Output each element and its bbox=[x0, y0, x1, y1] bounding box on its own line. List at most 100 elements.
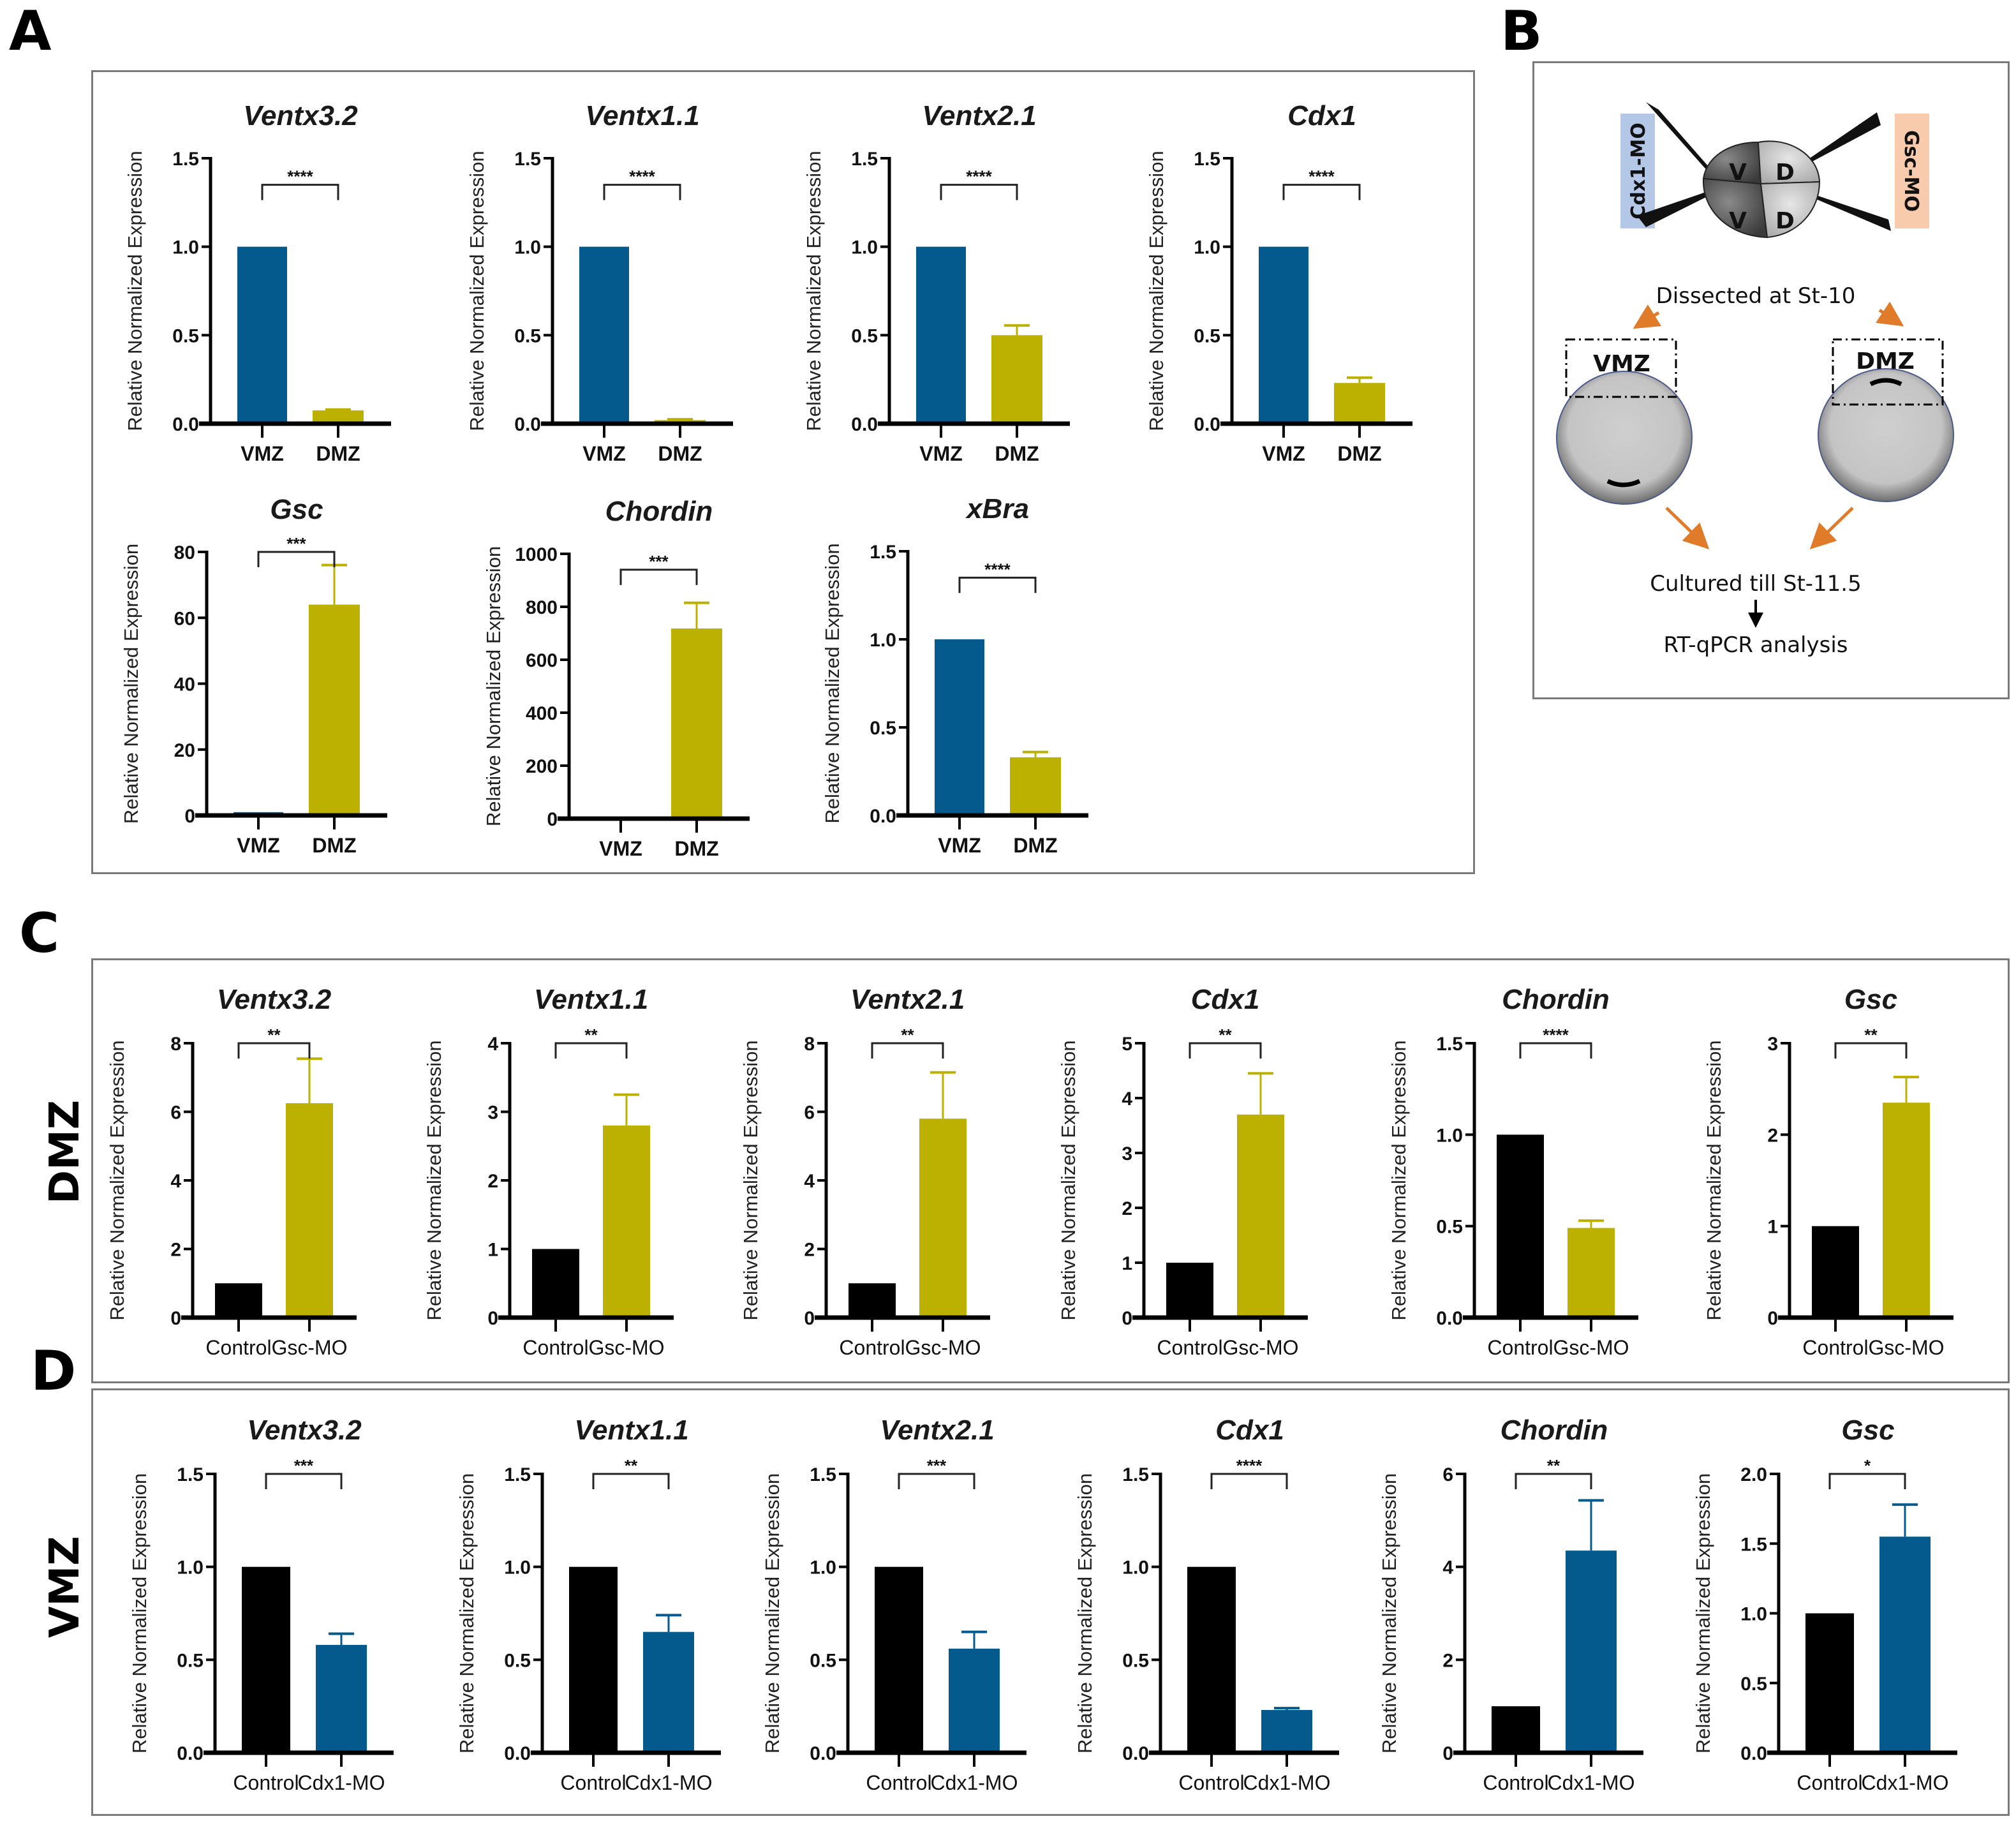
y-tick-label: 0.5 bbox=[504, 1650, 531, 1671]
panel-c-box bbox=[91, 958, 2010, 1383]
bar-control bbox=[1497, 1134, 1544, 1318]
bar-dmz bbox=[313, 410, 364, 424]
bar-gsc-mo bbox=[1883, 1103, 1930, 1318]
x-category-label: Gsc-MO bbox=[1222, 1336, 1298, 1359]
panel-letter-c: C bbox=[19, 902, 60, 965]
y-tick-label: 1.5 bbox=[1122, 1464, 1149, 1485]
significance-label: **** bbox=[966, 167, 992, 186]
x-category-label: DMZ bbox=[312, 834, 356, 857]
significance-bracket bbox=[1210, 1473, 1288, 1489]
chart-title: Cdx1 bbox=[1287, 100, 1356, 131]
significance-label: ** bbox=[1547, 1456, 1560, 1475]
x-category-label: Control bbox=[866, 1771, 931, 1794]
y-tick-label: 2 bbox=[1122, 1198, 1132, 1219]
significance-label: **** bbox=[1236, 1456, 1263, 1475]
arrow-icon bbox=[1809, 507, 1854, 549]
arrow-icon bbox=[1633, 304, 1662, 329]
y-tick-label: 0.5 bbox=[172, 325, 199, 346]
significance-bracket bbox=[261, 184, 339, 200]
bar-chart-a-chordin: Chordin Relative Normalized Expression 0 20… bbox=[482, 496, 750, 860]
y-tick-label: 1 bbox=[1767, 1217, 1778, 1238]
significance-label: *** bbox=[927, 1456, 947, 1475]
y-tick-label: 1.5 bbox=[514, 149, 541, 170]
significance-label: **** bbox=[629, 167, 655, 186]
x-category-label: VMZ bbox=[1262, 442, 1305, 465]
four-cell-embryo-icon: V D V D bbox=[1702, 140, 1821, 239]
y-tick-label: 1.5 bbox=[504, 1464, 531, 1485]
significance-bracket bbox=[958, 576, 1037, 593]
y-tick-label: 0.0 bbox=[1740, 1743, 1767, 1764]
y-axis-label: Relative Normalized Expression bbox=[482, 546, 505, 826]
bar-control bbox=[215, 1283, 262, 1318]
significance-label: *** bbox=[649, 552, 669, 571]
y-tick-label: 400 bbox=[526, 703, 558, 724]
y-tick-label: 0.0 bbox=[810, 1743, 836, 1764]
y-axis-label: Relative Normalized Expression bbox=[1388, 1040, 1410, 1320]
bar-gsc-mo bbox=[286, 1103, 333, 1318]
bar-chart-a-cdx1: Cdx1 Relative Normalized Expression 0.0 0.5… bbox=[1145, 100, 1412, 465]
bar-chart-a-xbra: xBra Relative Normalized Expression 0.0 0.5… bbox=[821, 493, 1088, 857]
panel-letter-d: D bbox=[31, 1339, 77, 1403]
y-tick-label: 60 bbox=[174, 608, 195, 629]
y-tick-label: 1 bbox=[1122, 1253, 1132, 1274]
y-tick-label: 0.5 bbox=[514, 325, 541, 346]
y-tick-label: 1.5 bbox=[851, 149, 878, 170]
significance-label: ** bbox=[267, 1025, 281, 1044]
x-category-label: DMZ bbox=[1013, 834, 1057, 857]
y-tick-label: 4 bbox=[170, 1171, 181, 1192]
arrow-icon bbox=[1875, 301, 1904, 327]
x-category-label: VMZ bbox=[582, 442, 626, 465]
y-tick-label: 8 bbox=[804, 1034, 815, 1055]
bar-chart-a-ventx21: Ventx2.1 Relative Normalized Expression 0.… bbox=[803, 100, 1070, 465]
bar-control bbox=[242, 1566, 290, 1753]
step-dissected-text: Dissected at St-10 bbox=[1656, 283, 1856, 309]
panel-a-box bbox=[91, 70, 1475, 874]
y-axis-label: Relative Normalized Expression bbox=[803, 151, 825, 431]
chart-title: Ventx2.1 bbox=[880, 1415, 994, 1446]
bar-dmz bbox=[309, 604, 360, 815]
significance-label: ** bbox=[1864, 1025, 1878, 1044]
bar-vmz bbox=[916, 246, 966, 424]
x-category-label: Cdx1-MO bbox=[298, 1771, 385, 1794]
chart-title: Chordin bbox=[1502, 984, 1610, 1015]
schematic-diagram: Cdx1-MO Gsc-MO V D V D Dissected at St-1… bbox=[1556, 102, 1954, 658]
bar-control bbox=[1187, 1566, 1236, 1753]
chart-title: Ventx3.2 bbox=[217, 984, 332, 1015]
significance-bracket bbox=[554, 1042, 628, 1059]
y-tick-label: 20 bbox=[174, 740, 195, 761]
y-tick-label: 0.0 bbox=[1122, 1743, 1149, 1764]
blastomere-label: D bbox=[1775, 160, 1795, 186]
x-category-label: Gsc-MO bbox=[1553, 1336, 1629, 1359]
x-category-label: Control bbox=[1802, 1336, 1868, 1359]
bar-chart-d-ventx21: Ventx2.1 Relative Normalized Expression 0.… bbox=[761, 1415, 1027, 1794]
y-tick-label: 1.0 bbox=[1740, 1604, 1767, 1625]
y-tick-label: 3 bbox=[1767, 1034, 1778, 1055]
significance-label: ** bbox=[1219, 1025, 1232, 1044]
x-category-label: Cdx1-MO bbox=[1243, 1771, 1331, 1794]
cdx1-mo-label-box bbox=[1620, 114, 1655, 228]
chart-title: Cdx1 bbox=[1215, 1415, 1284, 1446]
significance-bracket bbox=[592, 1473, 670, 1489]
step-cultured-text: Cultured till St-11.5 bbox=[1650, 571, 1862, 597]
vmz-embryo-icon: VMZ bbox=[1556, 338, 1693, 505]
significance-bracket bbox=[1515, 1473, 1592, 1489]
panel-b-box bbox=[1532, 61, 2010, 699]
y-tick-label: 6 bbox=[170, 1103, 181, 1124]
blastomere-label: V bbox=[1729, 160, 1747, 186]
y-tick-label: 2 bbox=[1442, 1650, 1453, 1671]
charts-layer: Ventx3.2 Relative Normalized Expression 0.… bbox=[106, 100, 1957, 1794]
y-tick-label: 2 bbox=[804, 1240, 815, 1261]
y-tick-label: 1.0 bbox=[810, 1557, 836, 1579]
bar-dmz bbox=[991, 335, 1042, 424]
y-tick-label: 4 bbox=[487, 1034, 498, 1055]
y-tick-label: 200 bbox=[526, 756, 558, 777]
bar-control bbox=[1166, 1263, 1213, 1318]
significance-bracket bbox=[265, 1473, 343, 1489]
significance-bracket bbox=[940, 184, 1018, 200]
bar-control bbox=[1812, 1226, 1859, 1318]
y-tick-label: 0 bbox=[804, 1308, 815, 1329]
y-tick-label: 1.0 bbox=[870, 630, 896, 651]
y-tick-label: 0.0 bbox=[177, 1743, 204, 1764]
chart-title: Ventx1.1 bbox=[585, 100, 699, 131]
bar-dmz bbox=[1010, 757, 1061, 815]
